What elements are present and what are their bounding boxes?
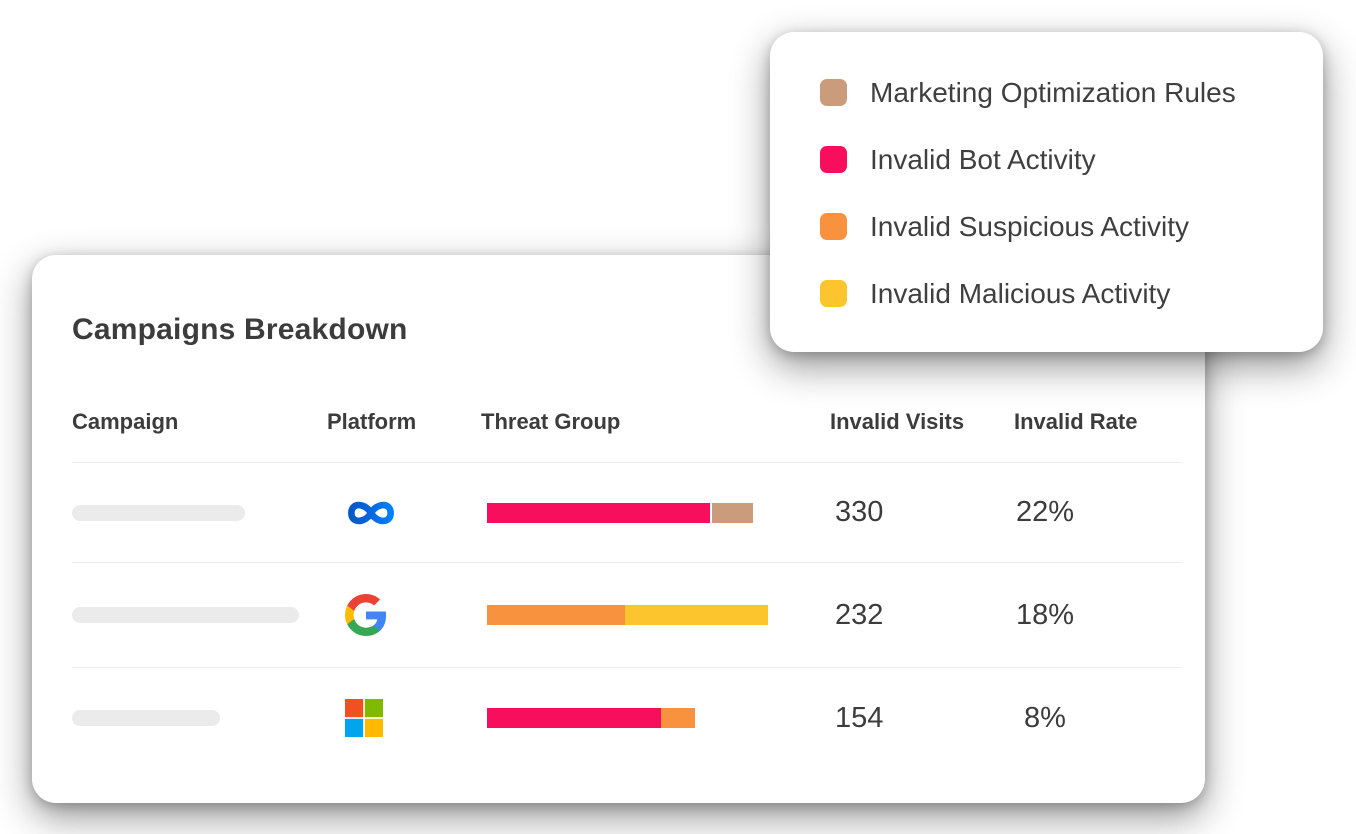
invalid-visits-value: 330 bbox=[835, 496, 884, 528]
threat-bar bbox=[487, 605, 768, 625]
platform-cell bbox=[327, 699, 481, 737]
invalid-visits-value: 232 bbox=[835, 598, 884, 631]
bot-color-swatch bbox=[820, 146, 847, 173]
marketing-color-swatch bbox=[820, 79, 847, 106]
campaign-placeholder bbox=[72, 504, 245, 521]
campaigns-table: Campaign Platform Threat Group Invalid V… bbox=[72, 408, 1182, 768]
campaign-cell bbox=[72, 504, 327, 521]
column-header-platform: Platform bbox=[327, 409, 417, 434]
invalid-visits-value: 154 bbox=[835, 701, 884, 734]
threat-segment-suspicious bbox=[487, 605, 625, 625]
campaign-cell bbox=[72, 710, 327, 726]
platform-cell bbox=[327, 497, 481, 529]
table-row: 232 18% bbox=[72, 563, 1182, 668]
campaign-placeholder bbox=[72, 710, 220, 726]
table-row: 330 22% bbox=[72, 463, 1182, 563]
malicious-color-swatch bbox=[820, 280, 847, 307]
legend-item-suspicious: Invalid Suspicious Activity bbox=[820, 210, 1293, 243]
campaign-cell bbox=[72, 607, 327, 623]
threat-group-cell bbox=[481, 605, 830, 625]
legend-item-marketing: Marketing Optimization Rules bbox=[820, 76, 1293, 109]
legend-label: Invalid Malicious Activity bbox=[870, 278, 1171, 309]
campaign-placeholder bbox=[72, 607, 299, 623]
column-header-invalid-visits: Invalid Visits bbox=[830, 409, 965, 434]
meta-logo-icon bbox=[345, 497, 397, 529]
threat-segment-bot bbox=[487, 502, 710, 523]
column-header-threat-group: Threat Group bbox=[481, 409, 621, 434]
invalid-rate-value: 18% bbox=[1015, 598, 1075, 631]
threat-bar bbox=[487, 708, 695, 728]
column-header-campaign: Campaign bbox=[72, 409, 179, 434]
legend-label: Marketing Optimization Rules bbox=[870, 77, 1236, 108]
legend-label: Invalid Suspicious Activity bbox=[870, 211, 1190, 242]
platform-cell bbox=[327, 594, 481, 636]
legend-item-malicious: Invalid Malicious Activity bbox=[820, 277, 1293, 310]
legend-item-bot: Invalid Bot Activity bbox=[820, 143, 1293, 176]
threat-segment-marketing bbox=[712, 502, 753, 523]
legend-label: Invalid Bot Activity bbox=[870, 144, 1096, 175]
table-row: 154 8% bbox=[72, 668, 1182, 768]
threat-segment-suspicious bbox=[661, 708, 695, 728]
table-header-row: Campaign Platform Threat Group Invalid V… bbox=[72, 408, 1182, 463]
threat-segment-malicious bbox=[625, 605, 768, 625]
google-logo-icon bbox=[345, 594, 387, 636]
column-header-invalid-rate: Invalid Rate bbox=[1014, 409, 1138, 434]
threat-bar bbox=[487, 502, 753, 523]
invalid-rate-value: 22% bbox=[1015, 496, 1075, 528]
threat-legend-card: Marketing Optimization Rules Invalid Bot… bbox=[770, 32, 1323, 352]
threat-segment-bot bbox=[487, 708, 661, 728]
page-title: Campaigns Breakdown bbox=[72, 313, 408, 346]
invalid-rate-value: 8% bbox=[1024, 701, 1066, 734]
threat-group-cell bbox=[481, 708, 830, 728]
suspicious-color-swatch bbox=[820, 213, 847, 240]
threat-group-cell bbox=[481, 502, 830, 523]
microsoft-logo-icon bbox=[345, 699, 383, 737]
